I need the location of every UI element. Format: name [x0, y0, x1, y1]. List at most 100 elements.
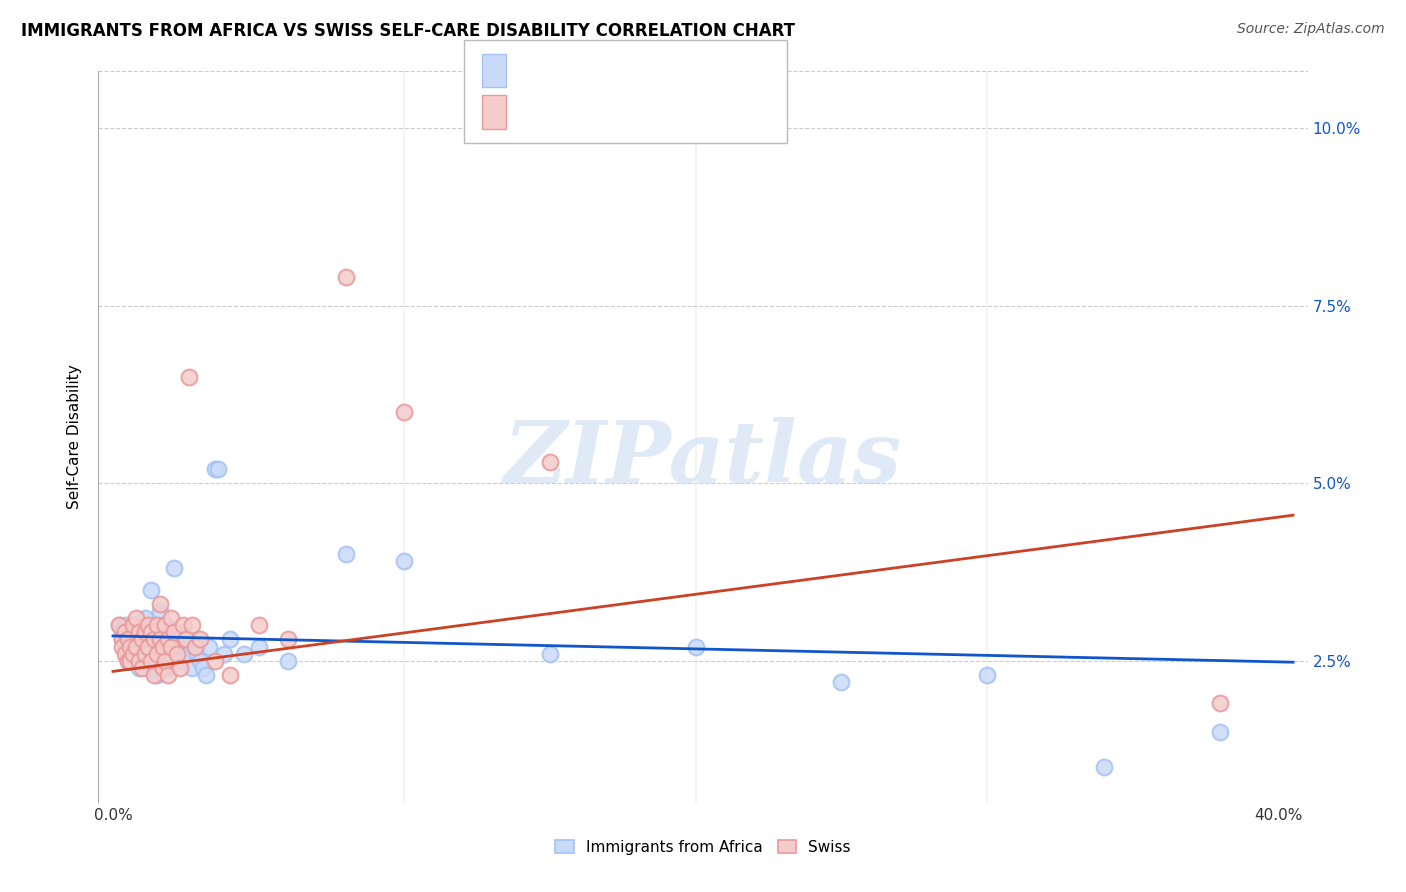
Point — [157, 661, 180, 675]
Point — [128, 661, 150, 675]
Point — [120, 654, 142, 668]
Point — [157, 668, 180, 682]
Point — [394, 405, 416, 419]
Point — [169, 661, 191, 675]
Point — [139, 625, 162, 640]
Point — [149, 640, 172, 654]
Point — [136, 647, 159, 661]
Point — [111, 632, 134, 647]
Point — [172, 618, 194, 632]
Text: -0.063: -0.063 — [562, 62, 623, 79]
Point — [134, 654, 156, 668]
Point — [120, 654, 142, 668]
Point — [111, 640, 134, 654]
Point — [1092, 760, 1115, 774]
Point — [120, 640, 142, 654]
Point — [142, 618, 165, 632]
Point — [155, 647, 177, 661]
Point — [166, 647, 188, 661]
Point — [122, 618, 145, 632]
Point — [976, 668, 998, 682]
Point — [114, 647, 136, 661]
Point — [163, 640, 186, 654]
Point — [212, 647, 235, 661]
Point — [198, 640, 221, 654]
Point — [111, 625, 134, 640]
Point — [142, 661, 165, 675]
Point — [160, 611, 183, 625]
Point — [1209, 697, 1232, 711]
Point — [163, 625, 186, 640]
Point — [131, 654, 153, 668]
Point — [247, 618, 270, 632]
Point — [128, 647, 150, 661]
Text: IMMIGRANTS FROM AFRICA VS SWISS SELF-CARE DISABILITY CORRELATION CHART: IMMIGRANTS FROM AFRICA VS SWISS SELF-CAR… — [21, 22, 794, 40]
Point — [114, 625, 136, 640]
Point — [139, 654, 162, 668]
Point — [538, 647, 561, 661]
Point — [830, 675, 852, 690]
Point — [149, 632, 172, 647]
Point — [131, 632, 153, 647]
Point — [247, 640, 270, 654]
Point — [169, 654, 191, 668]
Point — [157, 640, 180, 654]
Point — [177, 647, 200, 661]
Point — [145, 647, 167, 661]
Point — [131, 640, 153, 654]
Point — [114, 640, 136, 654]
Point — [160, 632, 183, 647]
Point — [685, 640, 707, 654]
Point — [190, 632, 212, 647]
Point — [163, 561, 186, 575]
Y-axis label: Self-Care Disability: Self-Care Disability — [67, 365, 83, 509]
Point — [157, 632, 180, 647]
Point — [186, 647, 208, 661]
Point — [117, 654, 139, 668]
Point — [335, 547, 357, 561]
Legend: Immigrants from Africa, Swiss: Immigrants from Africa, Swiss — [550, 834, 856, 861]
Point — [136, 640, 159, 654]
Point — [120, 647, 142, 661]
Point — [180, 618, 202, 632]
Point — [122, 647, 145, 661]
Point — [125, 640, 148, 654]
Text: ZIPatlas: ZIPatlas — [503, 417, 903, 500]
Point — [120, 632, 142, 647]
Point — [195, 668, 218, 682]
Point — [190, 654, 212, 668]
Point — [136, 632, 159, 647]
Point — [218, 632, 240, 647]
Point — [131, 661, 153, 675]
Point — [125, 611, 148, 625]
Point — [134, 611, 156, 625]
Point — [108, 618, 131, 632]
Point — [149, 604, 172, 618]
Point — [142, 668, 165, 682]
Text: R =: R = — [516, 62, 547, 79]
Point — [114, 618, 136, 632]
Point — [134, 647, 156, 661]
Point — [149, 597, 172, 611]
Point — [145, 632, 167, 647]
Point — [134, 640, 156, 654]
Point — [142, 632, 165, 647]
Point — [193, 661, 215, 675]
Point — [125, 625, 148, 640]
Text: 79: 79 — [693, 62, 713, 79]
Point — [155, 618, 177, 632]
Point — [166, 632, 188, 647]
Point — [180, 661, 202, 675]
Point — [233, 647, 256, 661]
Point — [134, 625, 156, 640]
Point — [1209, 724, 1232, 739]
Point — [177, 369, 200, 384]
Point — [204, 462, 226, 476]
Point — [139, 640, 162, 654]
Text: N =: N = — [654, 103, 685, 121]
Point — [174, 632, 197, 647]
Point — [169, 640, 191, 654]
Point — [122, 647, 145, 661]
Text: Source: ZipAtlas.com: Source: ZipAtlas.com — [1237, 22, 1385, 37]
Point — [125, 654, 148, 668]
